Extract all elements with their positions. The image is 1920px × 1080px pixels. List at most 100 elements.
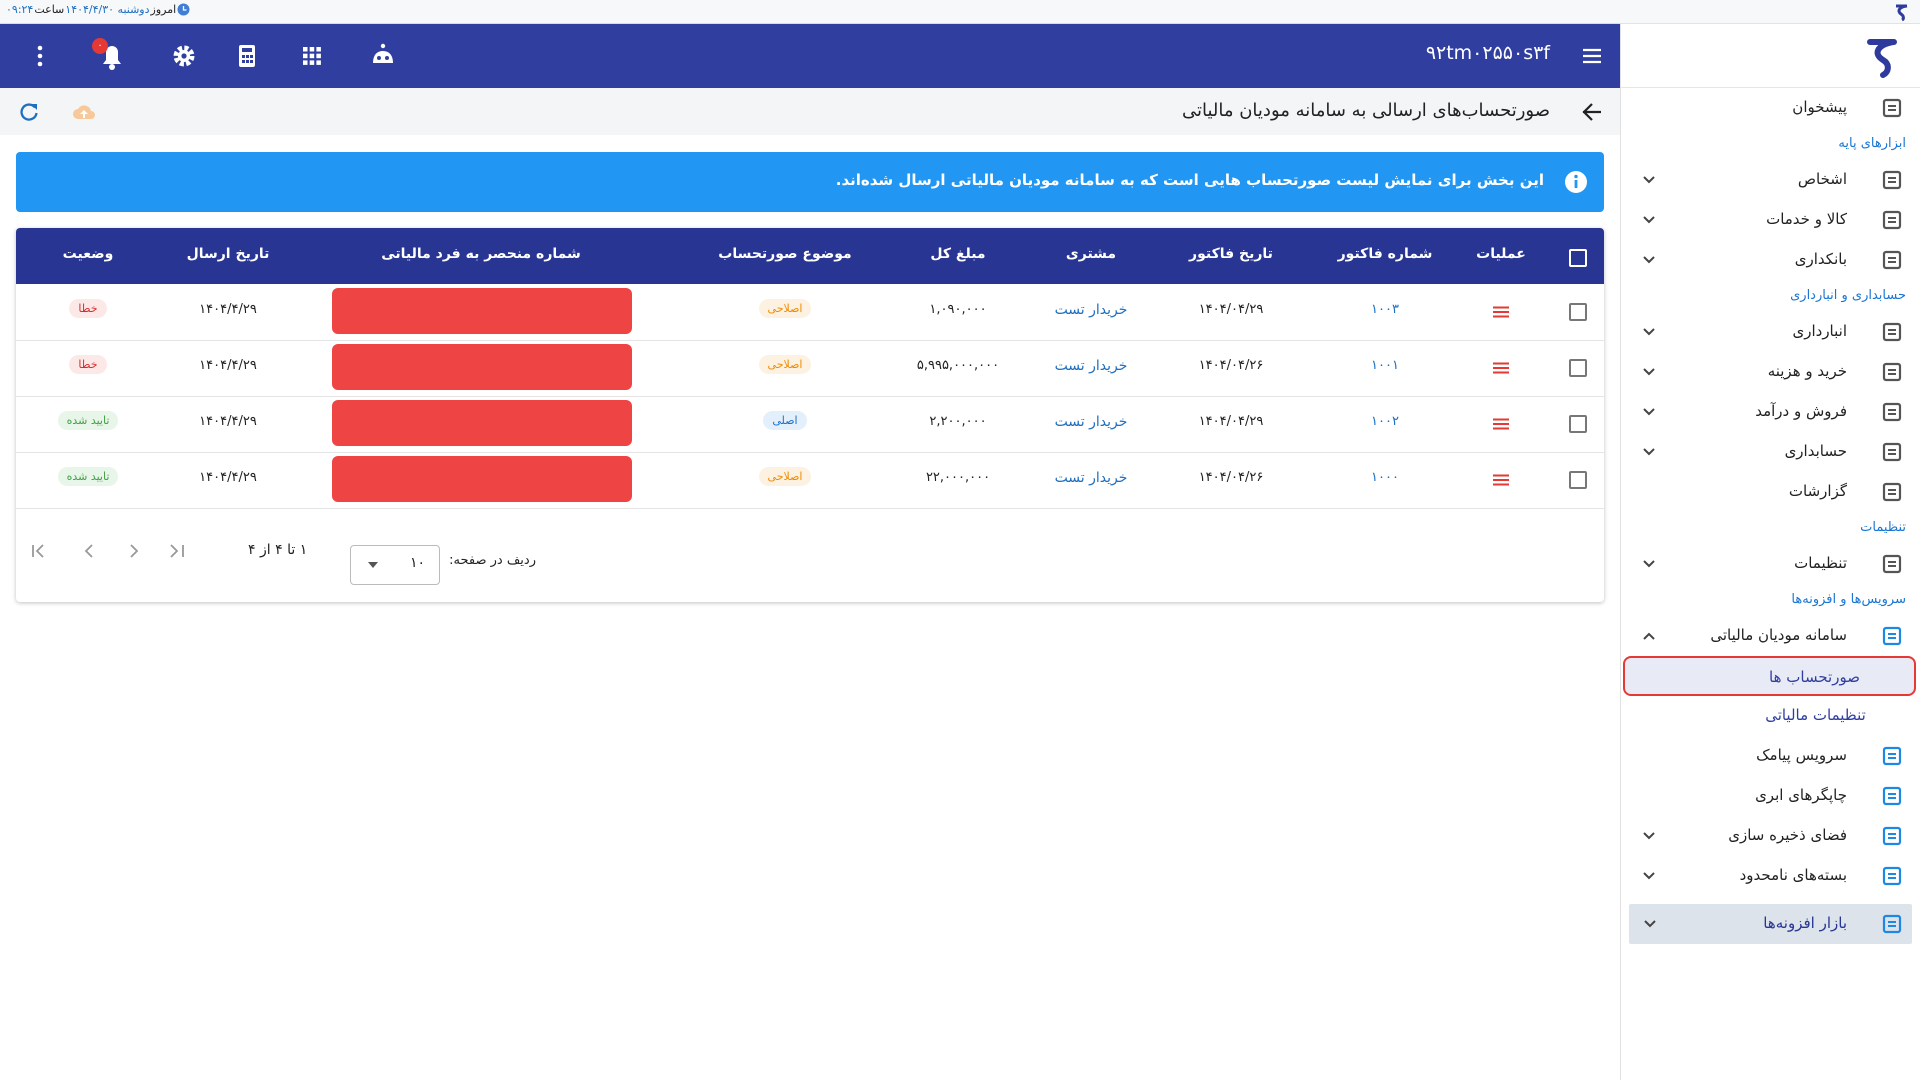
menu-chevron[interactable] (1642, 831, 1656, 841)
menu-icon (1882, 626, 1902, 646)
subject-cell: اصلاحی (675, 467, 895, 486)
more-button[interactable] (30, 44, 50, 68)
menu-item[interactable]: سامانه مودیان مالیاتی (1621, 616, 1920, 656)
menu-icon (1882, 98, 1902, 118)
table-row: ۱۰۰۰ ۱۴۰۴/۰۴/۲۶ خریدار تست ۲۲,۰۰۰,۰۰۰ اصلاحی… (16, 452, 1604, 509)
time-label: ساعت (34, 3, 65, 16)
section-label: سرویس‌ها و افزونه‌ها (1791, 592, 1906, 607)
subject-chip: اصلی (763, 411, 807, 430)
menu-icon (1882, 402, 1902, 422)
menu-chevron[interactable] (1642, 871, 1656, 881)
row-checkbox[interactable] (1569, 303, 1587, 321)
page-nav-buttons[interactable] (28, 541, 208, 561)
column-header: مشتری (1065, 246, 1117, 262)
page-range: ۱ تا ۴ از ۴ (248, 542, 308, 558)
menu-item[interactable]: خرید و هزینه (1621, 352, 1920, 392)
menu-icon (1882, 482, 1902, 502)
row-checkbox[interactable] (1569, 415, 1587, 433)
calculator-button[interactable] (238, 44, 256, 68)
row-checkbox[interactable] (1569, 471, 1587, 489)
back-button[interactable] (1581, 101, 1603, 123)
menu-label: بانکداری (1794, 250, 1847, 268)
status-clock: امروز دوشنبه ۱۴۰۴/۴/۳۰ ساعت ۰۹:۲۴ (6, 3, 190, 16)
customer: خریدار تست (1054, 358, 1128, 374)
menu-item[interactable]: فروش و درآمد (1621, 392, 1920, 432)
menu-chevron[interactable] (1642, 407, 1656, 417)
assistant-button[interactable] (371, 43, 395, 67)
menu-chevron[interactable] (1643, 919, 1657, 929)
menu-item[interactable]: بسته‌های نامحدود (1621, 856, 1920, 896)
invoice-date: ۱۴۰۴/۰۴/۲۹ (1198, 414, 1264, 429)
notification-badge: ۰ (92, 38, 108, 54)
apps-button[interactable] (302, 46, 322, 66)
menu-icon (1882, 554, 1902, 574)
menu-chevron[interactable] (1642, 175, 1656, 185)
menu-label: فضای ذخیره سازی (1728, 826, 1847, 844)
invoice-no: ۱۰۰۰ (1371, 470, 1399, 485)
menu-item[interactable]: سرویس پیامک (1621, 736, 1920, 776)
menu-icon (1882, 250, 1902, 270)
menu-item[interactable]: کالا و خدمات (1621, 200, 1920, 240)
menu-item[interactable]: اشخاص (1621, 160, 1920, 200)
menu-item[interactable]: بازار افزونه‌ها (1629, 904, 1912, 944)
status-cell: خطا (16, 299, 198, 318)
menu-icon (1882, 210, 1902, 230)
menu-item[interactable]: صورتحساب ها (1623, 656, 1916, 696)
notifications-button[interactable] (98, 38, 126, 72)
menu-chevron[interactable] (1642, 631, 1656, 641)
invoice-date: ۱۴۰۴/۰۴/۲۶ (1198, 358, 1264, 373)
column-header: عملیات (1476, 246, 1526, 262)
amount: ۲۲,۰۰۰,۰۰۰ (925, 470, 991, 485)
redacted-tax-id (332, 400, 632, 446)
row-actions[interactable] (1493, 418, 1509, 430)
menu-label: کالا و خدمات (1766, 210, 1847, 228)
menu-section: سرویس‌ها و افزونه‌ها (1621, 584, 1920, 616)
menu-section: تنظیمات (1621, 512, 1920, 544)
menu-item[interactable]: گزارشات (1621, 472, 1920, 512)
menu-chevron[interactable] (1642, 559, 1656, 569)
menu-chevron[interactable] (1642, 367, 1656, 377)
row-actions[interactable] (1493, 306, 1509, 318)
send-date: ۱۴۰۴/۴/۲۹ (199, 358, 257, 373)
menu-button[interactable] (1582, 46, 1602, 66)
menu-item[interactable]: حسابداری (1621, 432, 1920, 472)
menu-label: بسته‌های نامحدود (1739, 866, 1847, 884)
menu-item[interactable]: بانکداری (1621, 240, 1920, 280)
column-header: شماره منحصر به فرد مالیاتی (381, 246, 581, 262)
menu-label: حسابداری (1784, 442, 1847, 460)
menu-label: خرید و هزینه (1767, 362, 1847, 380)
menu-label: تنظیمات (1794, 554, 1847, 572)
section-label: ابزارهای پایه (1838, 136, 1906, 151)
menu-item[interactable]: تنظیمات مالیاتی (1621, 696, 1920, 736)
menu-item[interactable]: فضای ذخیره سازی (1621, 816, 1920, 856)
info-icon (1565, 171, 1587, 193)
select-all-checkbox[interactable] (1569, 249, 1587, 267)
menu-item[interactable]: پیشخوان (1621, 88, 1920, 128)
row-actions[interactable] (1493, 474, 1509, 486)
customer: خریدار تست (1054, 414, 1128, 430)
menu-icon (1882, 826, 1902, 846)
menu-item[interactable]: تنظیمات (1621, 544, 1920, 584)
amount: ۲,۲۰۰,۰۰۰ (929, 414, 987, 429)
status-cell: تایید شده (16, 467, 198, 486)
status-bar: امروز دوشنبه ۱۴۰۴/۴/۳۰ ساعت ۰۹:۲۴ (0, 0, 1920, 24)
row-actions[interactable] (1493, 362, 1509, 374)
settings-button[interactable] (172, 44, 196, 68)
menu-chevron[interactable] (1642, 215, 1656, 225)
rows-per-page-select[interactable]: ۱۰ (350, 545, 440, 585)
menu-item[interactable]: چاپگرهای ابری (1621, 776, 1920, 816)
invoice-date: ۱۴۰۴/۰۴/۲۹ (1198, 302, 1264, 317)
banner-text: این بخش برای نمایش لیست صورتحساب هایی اس… (835, 171, 1544, 189)
menu-chevron[interactable] (1642, 327, 1656, 337)
upload-button[interactable] (72, 102, 96, 120)
refresh-button[interactable] (18, 101, 40, 123)
menu-item[interactable]: انبارداری (1621, 312, 1920, 352)
menu-chevron[interactable] (1642, 447, 1656, 457)
rows-per-page-label: ردیف در صفحه: (449, 553, 536, 568)
subject-cell: اصلاحی (675, 299, 895, 318)
send-date: ۱۴۰۴/۴/۲۹ (199, 470, 257, 485)
column-header: تاریخ فاکتور (1189, 246, 1273, 262)
menu-label: انبارداری (1792, 322, 1847, 340)
row-checkbox[interactable] (1569, 359, 1587, 377)
menu-chevron[interactable] (1642, 255, 1656, 265)
